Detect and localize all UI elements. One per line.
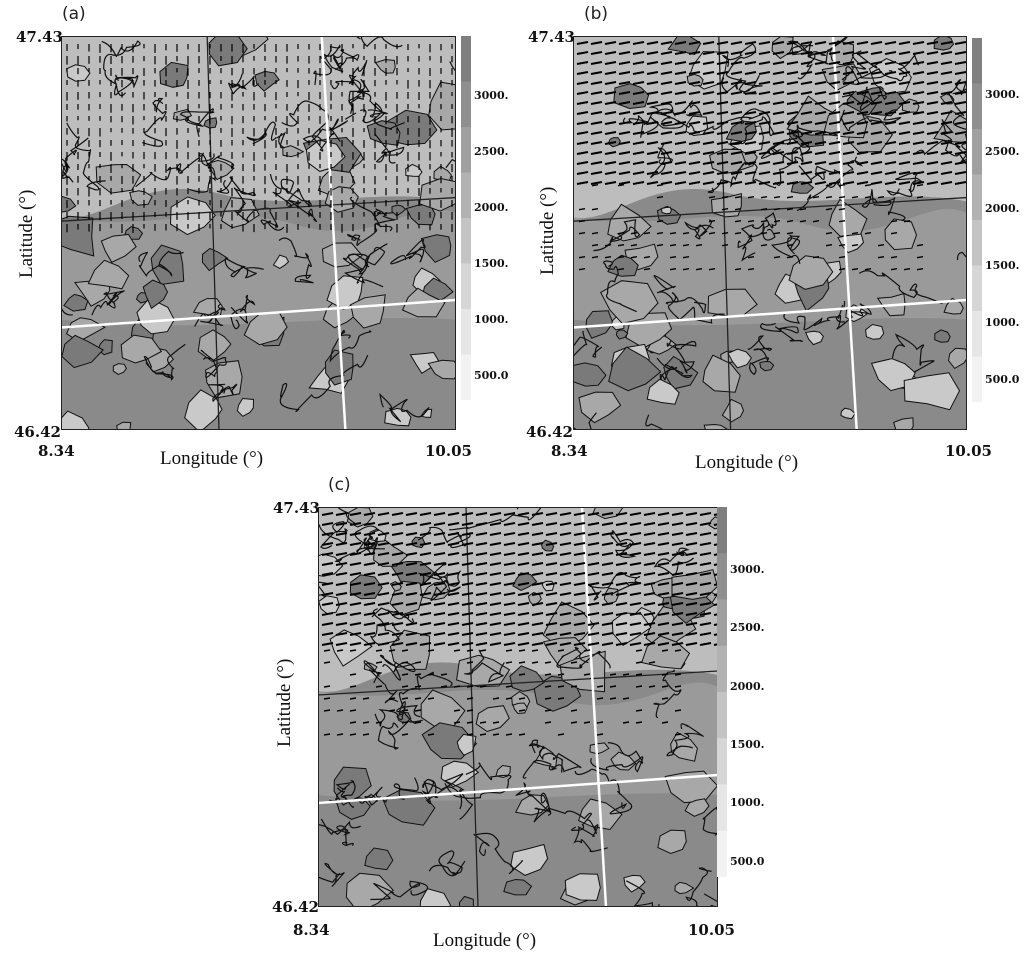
y-axis-label: Latitude (°) bbox=[16, 189, 37, 278]
lat-bottom-label: 46.42 bbox=[14, 423, 61, 441]
colorbar-segment bbox=[717, 645, 727, 693]
colorbar-segment bbox=[972, 220, 982, 267]
lon-right-label: 10.05 bbox=[945, 442, 992, 460]
colorbar-segment bbox=[972, 311, 982, 358]
colorbar-tick: 500.0 bbox=[985, 373, 1020, 386]
colorbar-segment bbox=[717, 599, 727, 647]
map-plot bbox=[573, 36, 967, 430]
colorbar-segment bbox=[461, 81, 471, 128]
lat-bottom-label: 46.42 bbox=[526, 423, 573, 441]
colorbar-tick: 1500. bbox=[474, 257, 509, 270]
colorbar-segment bbox=[972, 129, 982, 176]
colorbar-segment bbox=[972, 174, 982, 221]
x-axis-label: Longitude (°) bbox=[433, 930, 537, 951]
panel-a: (a) 47.43 46.42 8.34 10.05 Longitude (°)… bbox=[0, 0, 508, 470]
colorbar-tick: 2500. bbox=[985, 145, 1020, 158]
colorbar-segment bbox=[461, 354, 471, 400]
lon-left-label: 8.34 bbox=[551, 442, 588, 460]
panel-b: (b) 47.43 46.42 8.34 10.05 Longitude (°)… bbox=[520, 0, 1020, 473]
lon-left-label: 8.34 bbox=[293, 921, 330, 939]
lat-top-label: 47.43 bbox=[273, 499, 320, 517]
panel-label: (c) bbox=[328, 475, 351, 495]
colorbar-tick: 500.0 bbox=[474, 369, 509, 382]
panel-label: (a) bbox=[62, 4, 86, 24]
map-plot bbox=[61, 36, 456, 430]
colorbar-tick: 2500. bbox=[474, 145, 509, 158]
colorbar-tick: 1000. bbox=[730, 796, 765, 809]
panel-c: (c) 47.43 46.42 8.34 10.05 Longitude (°)… bbox=[260, 475, 780, 955]
colorbar-segment bbox=[461, 127, 471, 174]
colorbar-tick: 2500. bbox=[730, 621, 765, 634]
lon-left-label: 8.34 bbox=[38, 442, 75, 460]
colorbar-segment bbox=[461, 172, 471, 219]
colorbar-tick: 3000. bbox=[474, 89, 509, 102]
colorbar-segment bbox=[717, 738, 727, 786]
colorbar-segment bbox=[717, 830, 727, 877]
colorbar-segment bbox=[461, 263, 471, 310]
map-plot bbox=[318, 507, 718, 907]
colorbar-segment bbox=[717, 784, 727, 832]
colorbar-tick: 3000. bbox=[730, 563, 765, 576]
colorbar-tick: 1000. bbox=[474, 313, 509, 326]
colorbar-segment bbox=[972, 356, 982, 402]
x-axis-label: Longitude (°) bbox=[160, 448, 264, 469]
colorbar-tick: 2000. bbox=[730, 680, 765, 693]
colorbar-segment bbox=[717, 553, 727, 601]
colorbar-segment bbox=[461, 218, 471, 265]
colorbar-tick: 1500. bbox=[985, 259, 1020, 272]
colorbar-segment bbox=[461, 309, 471, 356]
lat-top-label: 47.43 bbox=[528, 28, 575, 46]
colorbar-segment bbox=[717, 507, 727, 555]
colorbar-segment bbox=[717, 692, 727, 740]
y-axis-label: Latitude (°) bbox=[274, 658, 295, 747]
colorbar bbox=[461, 36, 471, 400]
lon-right-label: 10.05 bbox=[688, 921, 735, 939]
colorbar-segment bbox=[461, 36, 471, 83]
colorbar-tick: 1000. bbox=[985, 316, 1020, 329]
colorbar-tick: 500.0 bbox=[730, 855, 765, 868]
colorbar bbox=[972, 38, 982, 402]
colorbar-tick: 1500. bbox=[730, 738, 765, 751]
colorbar bbox=[717, 507, 727, 877]
colorbar-tick: 2000. bbox=[474, 201, 509, 214]
panel-label: (b) bbox=[584, 4, 609, 24]
lat-top-label: 47.43 bbox=[16, 28, 63, 46]
colorbar-tick: 2000. bbox=[985, 202, 1020, 215]
x-axis-label: Longitude (°) bbox=[695, 452, 799, 473]
colorbar-segment bbox=[972, 265, 982, 312]
colorbar-segment bbox=[972, 83, 982, 130]
colorbar-tick: 3000. bbox=[985, 88, 1020, 101]
lat-bottom-label: 46.42 bbox=[272, 898, 319, 916]
lon-right-label: 10.05 bbox=[425, 442, 472, 460]
colorbar-segment bbox=[972, 38, 982, 85]
y-axis-label: Latitude (°) bbox=[537, 186, 558, 275]
